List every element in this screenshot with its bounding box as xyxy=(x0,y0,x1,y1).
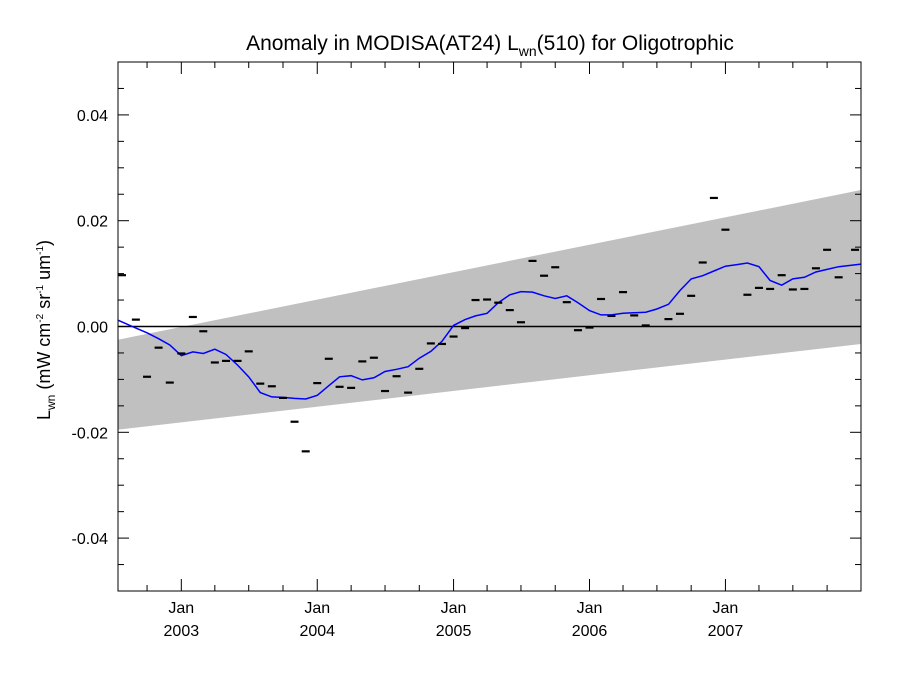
y-label-units: ) xyxy=(34,240,54,246)
chart-title: Anomaly in MODISA(AT24) Lwn(510) for Oli… xyxy=(246,32,734,59)
y-label-superscript: -2 xyxy=(35,313,46,322)
y-label-units: sr xyxy=(34,294,54,314)
x-tick-month: Jan xyxy=(168,600,194,617)
data-points xyxy=(118,196,860,453)
y-label-units: um xyxy=(34,255,54,285)
x-tick-year: 2006 xyxy=(572,623,608,640)
x-tick-month: Jan xyxy=(441,600,467,617)
confidence-band xyxy=(118,190,861,430)
y-label-subscript: wn xyxy=(44,395,58,411)
chart-title-prefix: Anomaly in MODISA(AT24) L xyxy=(246,32,519,55)
y-tick-label: -0.04 xyxy=(72,531,109,548)
y-label-symbol: L xyxy=(34,410,54,420)
y-tick-label: 0.02 xyxy=(77,214,108,231)
y-tick-label: 0.04 xyxy=(77,108,108,125)
x-tick-year: 2003 xyxy=(164,623,200,640)
chart-title-suffix: (510) for Oligotrophic xyxy=(537,32,734,55)
y-axis: -0.04 -0.02 0.00 0.02 0.04 xyxy=(72,87,861,566)
x-tick-month: Jan xyxy=(713,600,739,617)
x-tick-year: 2004 xyxy=(299,623,335,640)
y-axis-label: Lwn (mW cm-2 sr-1 um-1) xyxy=(34,240,58,420)
x-tick-month: Jan xyxy=(577,600,603,617)
y-label-superscript: -1 xyxy=(35,284,46,293)
smoothed-line xyxy=(117,262,862,400)
chart-title-subscript: wn xyxy=(518,43,537,59)
x-tick-year: 2007 xyxy=(708,623,744,640)
y-tick-label: 0.00 xyxy=(77,320,108,337)
x-tick-year: 2005 xyxy=(436,623,472,640)
plot-area: -0.04-0.020.000.020.04 Jan2003Jan2004Jan… xyxy=(72,61,862,640)
y-label-superscript: -1 xyxy=(35,246,46,255)
x-tick-month: Jan xyxy=(304,600,330,617)
x-axis: Jan 2003 Jan 2004 Jan 2005 Jan 2006 Jan 2007 xyxy=(146,62,828,640)
y-label-units: (mW cm xyxy=(34,323,54,395)
y-tick-label: -0.02 xyxy=(72,425,109,442)
